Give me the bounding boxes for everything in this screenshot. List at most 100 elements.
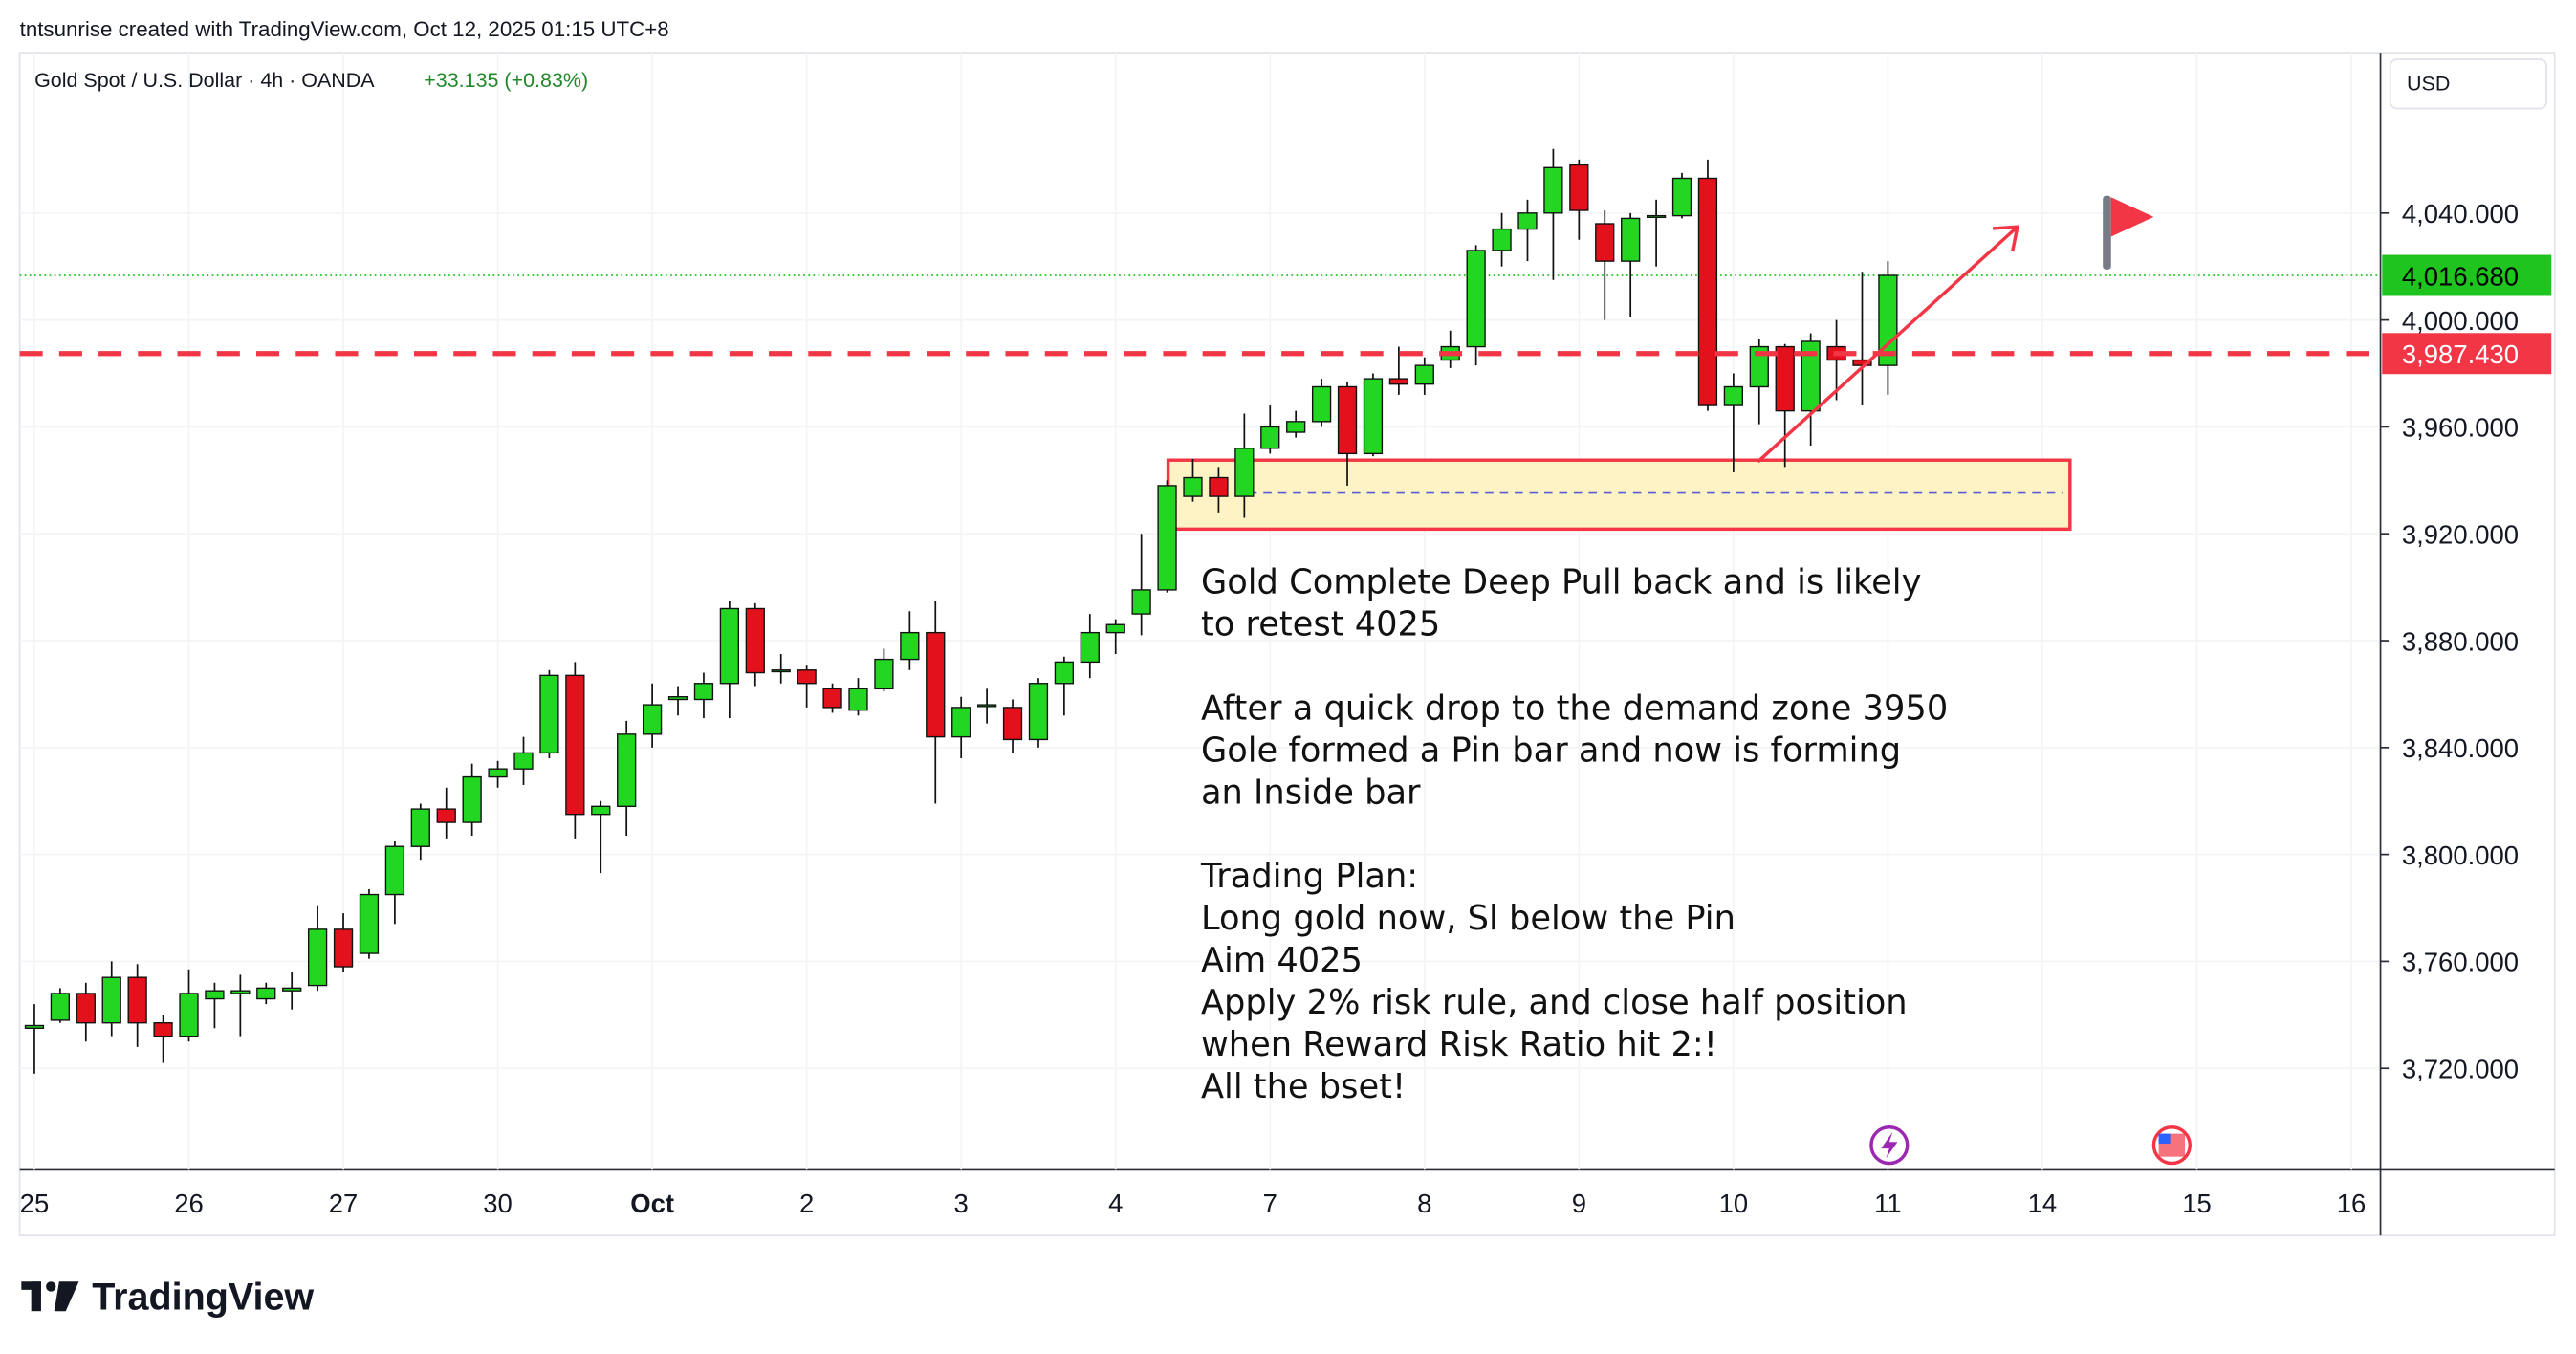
brand-name: TradingView <box>92 1276 314 1318</box>
annotation-line: Aim 4025 <box>1201 941 1363 980</box>
candle-body <box>1466 250 1486 348</box>
candle-body <box>1697 177 1718 406</box>
candle-body <box>1569 164 1589 211</box>
annotation-line: Long gold now, Sl below the Pin <box>1201 899 1736 938</box>
annotation-line: All the bset! <box>1201 1067 1406 1106</box>
candle-body <box>153 1022 173 1037</box>
y-tick-label: 3,720.000 <box>2402 1055 2519 1084</box>
level-box <box>2382 333 2552 375</box>
candle-body <box>50 993 71 1021</box>
candle-body <box>719 607 740 685</box>
credit: tntsunrise created with TradingView.com,… <box>20 17 669 41</box>
candle-body <box>384 845 405 896</box>
candle-body <box>333 928 354 968</box>
candle-body <box>1157 485 1177 591</box>
candle-body <box>926 631 946 738</box>
x-tick-label: 4 <box>1108 1189 1123 1218</box>
y-tick-label: 3,880.000 <box>2402 626 2519 656</box>
candle-body <box>771 669 791 673</box>
candle-body <box>1595 223 1615 262</box>
candle-body <box>539 674 559 754</box>
x-tick-label: Oct <box>630 1189 674 1218</box>
candle-body <box>24 1024 45 1029</box>
candle-body <box>591 805 611 816</box>
change: +33.135 (+0.83%) <box>424 69 588 92</box>
x-tick-label: 8 <box>1417 1189 1431 1218</box>
x-tick-label: 9 <box>1572 1189 1586 1218</box>
plot-area <box>19 53 2379 1170</box>
x-tick-label: 11 <box>1874 1189 1902 1218</box>
x-tick-label: 16 <box>2337 1189 2367 1218</box>
annotation-line: Trading Plan: <box>1200 857 1418 896</box>
candle-body <box>617 733 637 807</box>
candle-body <box>1749 345 1769 388</box>
annotation-line: an Inside bar <box>1201 773 1421 812</box>
candle-body <box>1311 385 1332 423</box>
candle-body <box>1105 623 1125 634</box>
y-tick-label: 4,000.000 <box>2402 306 2519 336</box>
candle-body <box>1775 345 1795 412</box>
candle-body <box>1209 476 1229 497</box>
logo-part <box>21 1281 41 1290</box>
annotation: Gold Complete Deep Pull back and is like… <box>1200 562 1948 1106</box>
candle-body <box>76 993 96 1024</box>
last-price-box <box>2382 254 2552 296</box>
level-label: 3,987.430 <box>2402 339 2519 369</box>
candle-body <box>745 607 765 674</box>
frame <box>18 52 2556 1237</box>
candle-body <box>256 987 276 1000</box>
demand-zone <box>1166 458 2072 532</box>
arrow <box>1757 225 2019 464</box>
logo-part <box>54 1281 79 1312</box>
y-tick-label: 3,920.000 <box>2402 520 2519 550</box>
candle-body <box>488 768 508 778</box>
annotation-line: when Reward Risk Ratio hit 2:! <box>1201 1025 1717 1064</box>
x-tick-label: 27 <box>329 1189 359 1218</box>
candle-body <box>1131 589 1151 615</box>
x-tick-label: 26 <box>174 1189 204 1218</box>
flag <box>2103 195 2154 270</box>
candle-body <box>1080 631 1100 664</box>
candle-body <box>951 707 971 738</box>
candle-body <box>179 993 199 1037</box>
candle-body <box>874 658 894 690</box>
currency-box[interactable] <box>2389 58 2547 110</box>
y-tick-label: 4,040.000 <box>2402 199 2519 229</box>
candle-body <box>410 808 430 847</box>
x-tick-label: 14 <box>2028 1189 2058 1218</box>
candle-body <box>693 683 714 701</box>
candles <box>19 148 2379 1074</box>
candle-body <box>1646 214 1667 219</box>
candle-body <box>282 987 302 992</box>
logo-part <box>46 1281 56 1292</box>
y-tick-label: 3,840.000 <box>2402 733 2519 763</box>
candle-body <box>822 688 842 709</box>
y-tick-label: 3,760.000 <box>2402 948 2519 977</box>
candle-body <box>1878 274 1898 366</box>
annotation-line: Gold Complete Deep Pull back and is like… <box>1201 562 1921 601</box>
candle-body <box>1414 364 1434 385</box>
last-price-label: 4,016.680 <box>2402 261 2519 291</box>
candle-body <box>1028 683 1049 741</box>
arrow-head <box>1992 225 2019 252</box>
candle-body <box>1054 661 1075 685</box>
candle-body <box>667 696 688 701</box>
x-tick-label: 10 <box>1719 1189 1749 1218</box>
flag-pole <box>2103 195 2111 270</box>
currency: USD <box>2407 73 2450 96</box>
candle-body <box>1234 448 1255 497</box>
event-icon[interactable] <box>1869 1125 1910 1166</box>
x-tick-label: 25 <box>20 1189 50 1218</box>
flag-cloth <box>2110 197 2154 237</box>
candle-body <box>1363 378 1384 455</box>
annotation-line: Apply 2% risk rule, and close half posit… <box>1201 983 1908 1022</box>
arrow-shaft <box>1757 225 2019 464</box>
annotation-line: to retest 4025 <box>1201 604 1440 644</box>
candle-body <box>797 669 817 685</box>
candle-body <box>1671 177 1692 217</box>
x-tick-label: 2 <box>799 1189 814 1218</box>
y-tick-label: 3,960.000 <box>2402 413 2519 443</box>
candle-body <box>1621 217 1641 262</box>
candle-body <box>900 631 920 661</box>
annotation-line: Gole formed a Pin bar and now is forming <box>1201 731 1901 770</box>
